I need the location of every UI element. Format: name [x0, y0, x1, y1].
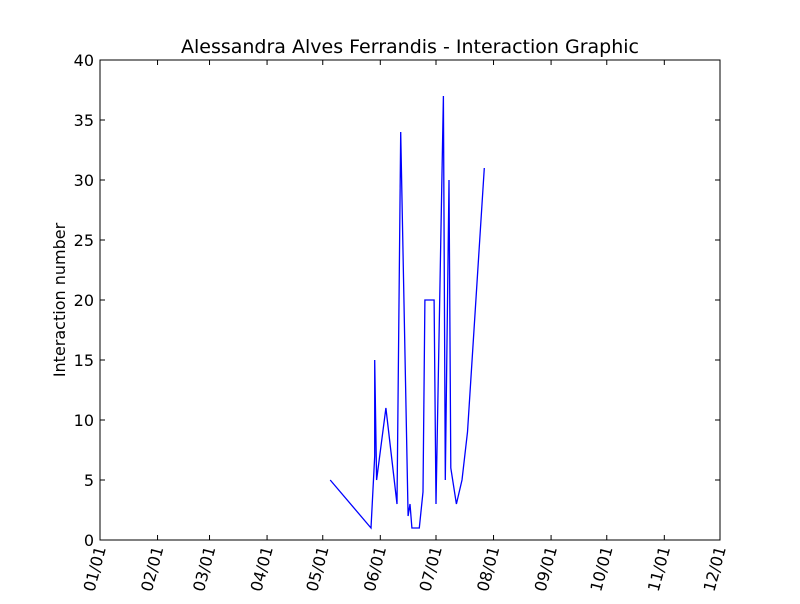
plot-area-frame [99, 59, 721, 541]
x-tick-label: 10/01 [586, 544, 616, 593]
x-tick-label: 12/01 [700, 544, 730, 593]
y-tick-label: 40 [74, 51, 94, 70]
y-tick-label: 0 [84, 531, 94, 550]
x-tick-label: 06/01 [360, 544, 390, 593]
x-tick-label: 04/01 [247, 544, 277, 593]
x-tick-label: 09/01 [531, 544, 561, 593]
x-tick-label: 05/01 [302, 544, 332, 593]
y-tick-label: 10 [74, 411, 94, 430]
y-tick-label: 20 [74, 291, 94, 310]
x-tick-label: 08/01 [473, 544, 503, 593]
y-tick-label: 30 [74, 171, 94, 190]
series-line [329, 95, 485, 530]
chart-title: Alessandra Alves Ferrandis - Interaction… [181, 36, 639, 58]
y-axis-label: Interaction number [50, 222, 69, 377]
x-tick-label: 02/01 [137, 544, 167, 593]
y-tick-label: 25 [74, 231, 94, 250]
x-tick-label: 11/01 [644, 544, 674, 593]
x-tick-label: 03/01 [189, 544, 219, 593]
x-tick-label: 01/01 [80, 544, 110, 593]
y-tick-label: 5 [84, 471, 94, 490]
y-axis-ticks: 0 5 10 15 20 25 30 35 40 [74, 51, 720, 550]
x-tick-label: 07/01 [416, 544, 446, 593]
y-tick-label: 15 [74, 351, 94, 370]
y-tick-label: 35 [74, 111, 94, 130]
